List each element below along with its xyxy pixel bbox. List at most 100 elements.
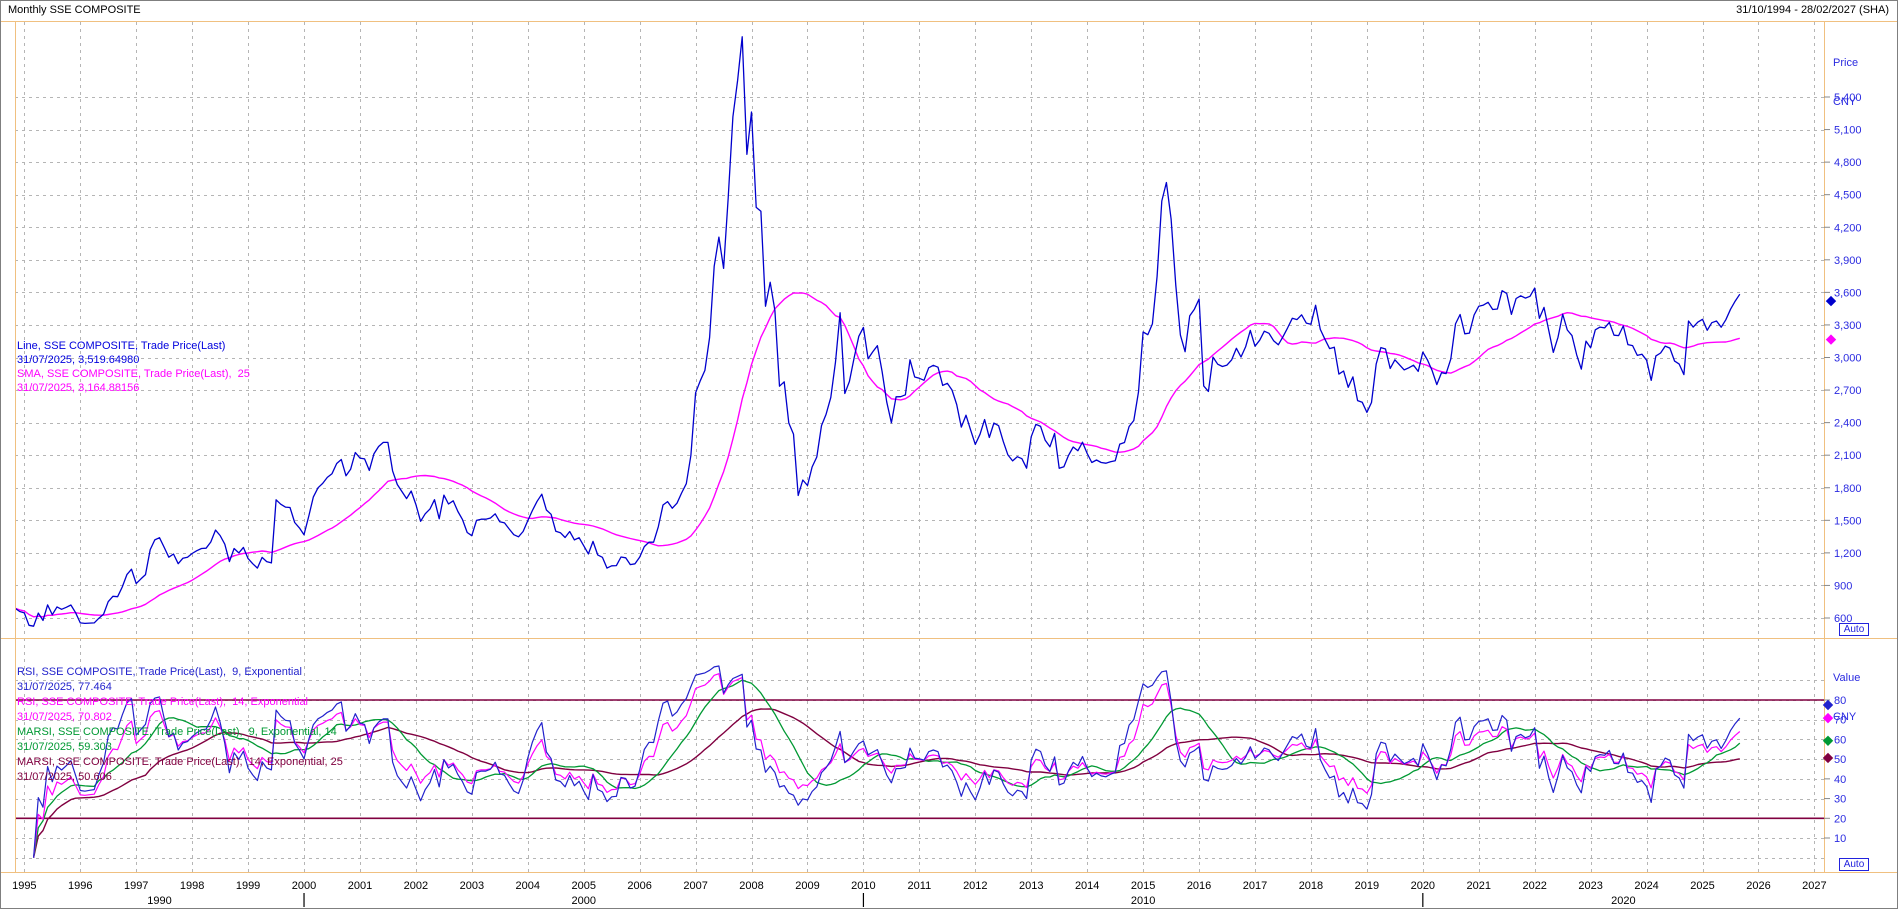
x-axis-year-label: 2026 — [1746, 880, 1770, 892]
chart-title: Monthly SSE COMPOSITE — [8, 4, 141, 16]
rsi-9-line — [33, 665, 1741, 858]
price-axis-tick-label: 2,400 — [1834, 418, 1862, 430]
axis-labels: 5,400 5,100 4,800 4,500 4,200 3,900 3,600 3,300… — [12, 92, 1862, 907]
x-axis-year-label: 2009 — [795, 880, 819, 892]
marsi-9-14-line — [32, 679, 1741, 858]
price-axis-tick-label: 3,000 — [1834, 353, 1862, 365]
x-axis-year-label: 2018 — [1299, 880, 1323, 892]
x-axis-year-label: 2000 — [292, 880, 316, 892]
price-axis-tick-label: 3,300 — [1834, 320, 1862, 332]
value-axis-tick-label: 50 — [1834, 754, 1846, 766]
x-axis-year-label: 2010 — [851, 880, 875, 892]
x-axis-year-label: 2014 — [1075, 880, 1099, 892]
value-axis-title-line1: Value — [1833, 672, 1861, 684]
decade-label: 2020 — [1611, 895, 1635, 907]
x-axis-year-label: 2020 — [1411, 880, 1435, 892]
legend-marsi9-value: 31/07/2025, 59.303 — [17, 741, 112, 753]
x-axis-year-label: 2023 — [1578, 880, 1602, 892]
rsi-reference-lines — [15, 699, 1824, 820]
gridlines — [15, 22, 1824, 872]
price-axis-tick-label: 5,400 — [1834, 92, 1862, 104]
price-axis-tick-label: 600 — [1834, 613, 1852, 625]
legend-marsi14-label: MARSI, SSE COMPOSITE, Trade Price(Last),… — [17, 756, 343, 768]
axis-marker-diamond — [1822, 752, 1834, 764]
legend-sma-label: SMA, SSE COMPOSITE, Trade Price(Last), 2… — [17, 368, 250, 380]
value-axis-tick-label: 60 — [1834, 734, 1846, 746]
x-axis-year-label: 2011 — [908, 880, 932, 892]
value-axis-title-line2: CNY — [1833, 711, 1857, 723]
value-axis-tick-label: 70 — [1834, 715, 1846, 727]
axis-marker-diamond — [1822, 699, 1834, 711]
legend-sma-value: 31/07/2025, 3,164.88156 — [17, 382, 140, 394]
x-axis-year-label: 2021 — [1467, 880, 1491, 892]
axis-marker-diamond — [1825, 295, 1837, 307]
value-axis-tick-label: 10 — [1834, 833, 1846, 845]
price-axis-title-line2: CNY — [1833, 96, 1857, 108]
x-axis-year-label: 2022 — [1522, 880, 1546, 892]
axis-marker-diamond — [1822, 735, 1834, 747]
x-axis-year-label: 2025 — [1690, 880, 1714, 892]
x-axis-year-label: 1998 — [180, 880, 204, 892]
x-axis-year-label: 2005 — [571, 880, 595, 892]
legend-price-line-label: Line, SSE COMPOSITE, Trade Price(Last) — [17, 340, 226, 352]
header-bar: Monthly SSE COMPOSITE 31/10/1994 - 28/02… — [1, 1, 1897, 21]
x-axis-year-label: 2001 — [348, 880, 372, 892]
price-legend: Line, SSE COMPOSITE, Trade Price(Last) 3… — [17, 339, 250, 395]
axis-marker-diamond — [1825, 334, 1837, 345]
legend-price-line-value: 31/07/2025, 3,519.64980 — [17, 354, 140, 366]
price-axis-tick-label: 2,100 — [1834, 450, 1862, 462]
x-axis-year-label: 2027 — [1802, 880, 1826, 892]
price-axis-tick-label: 4,500 — [1834, 190, 1862, 202]
value-axis-tick-label: 30 — [1834, 794, 1846, 806]
x-axis-year-label: 2015 — [1131, 880, 1155, 892]
x-axis-year-label: 2002 — [404, 880, 428, 892]
value-axis-title: Value CNY — [1833, 646, 1860, 750]
price-axis-tick-label: 3,900 — [1834, 255, 1862, 267]
x-axis-year-label: 2007 — [683, 880, 707, 892]
x-axis-year-label: 2024 — [1634, 880, 1658, 892]
price-axis-tick-label: 2,700 — [1834, 385, 1862, 397]
price-axis-tick-label: 1,500 — [1834, 515, 1862, 527]
x-axis-year-label: 2008 — [739, 880, 763, 892]
series-lines — [15, 36, 1741, 858]
legend-rsi14-label: RSI, SSE COMPOSITE, Trade Price(Last), 1… — [17, 696, 309, 708]
x-axis-year-label: 1996 — [68, 880, 92, 892]
chart-date-range: 31/10/1994 - 28/02/2027 (SHA) — [1736, 4, 1889, 16]
x-axis-year-label: 1999 — [236, 880, 260, 892]
pane-frame — [1, 20, 1897, 874]
x-axis-year-label: 2004 — [516, 880, 540, 892]
x-axis-year-label: 2003 — [460, 880, 484, 892]
x-axis-year-label: 2017 — [1243, 880, 1267, 892]
rsi-14-line — [33, 673, 1741, 858]
price-axis-tick-label: 900 — [1834, 580, 1852, 592]
x-axis-year-label: 2006 — [627, 880, 651, 892]
price-axis-tick-label: 4,200 — [1834, 222, 1862, 234]
price-axis-title: Price CNY — [1833, 31, 1858, 135]
rsi-legend: RSI, SSE COMPOSITE, Trade Price(Last), 9… — [17, 665, 343, 785]
decade-label: 1990 — [147, 895, 171, 907]
price-axis-tick-label: 4,800 — [1834, 157, 1862, 169]
price-axis-tick-label: 3,600 — [1834, 287, 1862, 299]
legend-rsi9-label: RSI, SSE COMPOSITE, Trade Price(Last), 9… — [17, 666, 302, 678]
x-axis-year-label: 1995 — [12, 880, 36, 892]
legend-marsi14-value: 31/07/2025, 50.606 — [17, 771, 112, 783]
value-axis-tick-label: 20 — [1834, 813, 1846, 825]
price-axis-auto-button[interactable]: Auto — [1839, 623, 1869, 636]
legend-marsi9-label: MARSI, SSE COMPOSITE, Trade Price(Last),… — [17, 726, 337, 738]
price-axis-tick-label: 1,800 — [1834, 483, 1862, 495]
axis-marker-diamond — [1822, 712, 1834, 724]
value-axis-tick-label: 80 — [1834, 695, 1846, 707]
marsi-14-25-line — [32, 708, 1740, 858]
x-axis-year-label: 2016 — [1187, 880, 1211, 892]
decade-label: 2000 — [571, 895, 595, 907]
x-axis-year-label: 1997 — [124, 880, 148, 892]
price-axis-tick-label: 5,100 — [1834, 125, 1862, 137]
decade-label: 2010 — [1131, 895, 1155, 907]
legend-rsi14-value: 31/07/2025, 70.802 — [17, 711, 112, 723]
legend-rsi9-value: 31/07/2025, 77.464 — [17, 681, 112, 693]
x-axis-year-label: 2019 — [1355, 880, 1379, 892]
value-axis-auto-button[interactable]: Auto — [1839, 858, 1869, 871]
x-axis-year-label: 2013 — [1019, 880, 1043, 892]
